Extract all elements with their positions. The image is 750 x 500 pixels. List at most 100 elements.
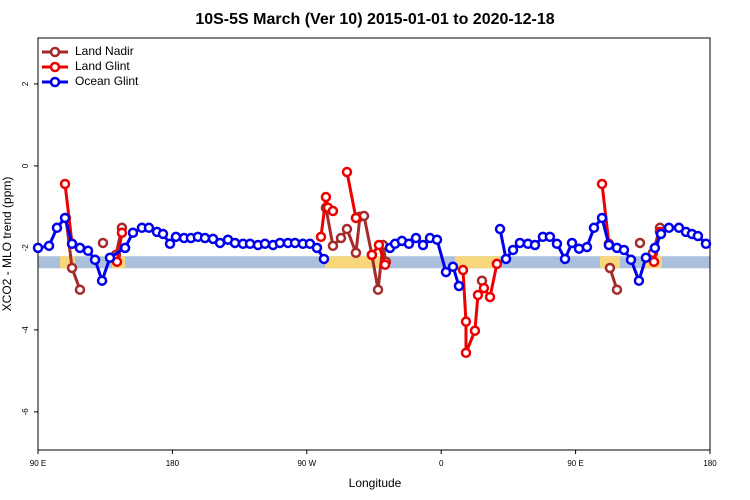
- data-point: [244, 238, 256, 250]
- data-point: [157, 228, 169, 240]
- data-point: [259, 238, 271, 250]
- data-point: [341, 166, 353, 178]
- data-point: [320, 191, 332, 203]
- legend-marker: [49, 61, 61, 73]
- x-tick-label: 90 E: [30, 459, 46, 468]
- data-point: [559, 253, 571, 265]
- data-point: [494, 223, 506, 235]
- data-point: [350, 212, 362, 224]
- data-point: [484, 291, 496, 303]
- data-point: [327, 205, 339, 217]
- x-tick-label: 180: [703, 459, 717, 468]
- data-point: [66, 262, 78, 274]
- data-point: [692, 230, 704, 242]
- data-point: [315, 231, 327, 243]
- data-point: [143, 222, 155, 234]
- data-point: [625, 254, 637, 266]
- y-tick-label: 2: [21, 81, 30, 86]
- legend-label: Ocean Glint: [75, 74, 139, 88]
- data-point: [318, 253, 330, 265]
- legend-label: Land Nadir: [75, 44, 134, 58]
- x-tick-label: 90 E: [567, 459, 583, 468]
- data-point: [500, 253, 512, 265]
- data-point: [447, 261, 459, 273]
- data-point: [327, 240, 339, 252]
- data-point: [274, 237, 286, 249]
- data-point: [379, 259, 391, 270]
- data-point: [611, 284, 623, 295]
- x-tick-label: 90 W: [297, 459, 316, 468]
- data-point: [663, 222, 675, 234]
- data-point: [311, 242, 323, 254]
- data-point: [82, 245, 94, 257]
- data-point: [514, 237, 526, 249]
- data-point: [119, 242, 131, 254]
- legend-marker: [49, 46, 61, 58]
- data-point: [469, 325, 481, 336]
- data-point: [59, 178, 71, 190]
- data-point: [640, 252, 652, 263]
- data-point: [335, 232, 347, 244]
- data-point: [66, 238, 78, 250]
- data-point: [566, 237, 578, 249]
- y-tick-label: 0: [21, 163, 30, 168]
- x-axis-label: Longitude: [349, 476, 402, 490]
- band-highlight: [454, 256, 501, 269]
- band-highlight: [599, 256, 620, 269]
- data-point: [529, 239, 541, 251]
- data-point: [341, 223, 353, 235]
- y-tick-label: -2: [21, 244, 30, 252]
- chart-title: 10S-5S March (Ver 10) 2015-01-01 to 2020…: [195, 11, 554, 28]
- data-point: [74, 242, 86, 254]
- data-point: [96, 275, 108, 286]
- data-point: [633, 275, 645, 286]
- data-point: [97, 237, 109, 249]
- data-point: [116, 227, 128, 238]
- data-point: [372, 284, 384, 295]
- data-point: [478, 282, 490, 294]
- data-point: [581, 241, 593, 253]
- data-point: [358, 210, 370, 222]
- data-point: [596, 212, 608, 224]
- data-point: [366, 249, 378, 261]
- legend-label: Land Glint: [75, 59, 130, 73]
- data-point: [603, 239, 615, 251]
- data-point: [507, 244, 519, 256]
- data-point: [350, 247, 362, 259]
- data-point: [89, 254, 101, 266]
- data-point: [127, 227, 139, 238]
- data-point: [229, 237, 241, 249]
- data-point: [596, 178, 608, 190]
- data-point: [453, 280, 465, 292]
- y-tick-label: -6: [21, 408, 30, 416]
- data-point: [551, 238, 563, 250]
- data-point: [544, 231, 556, 243]
- x-tick-label: 0: [439, 459, 444, 468]
- data-point: [634, 237, 646, 249]
- data-point: [170, 231, 182, 243]
- data-point: [588, 222, 600, 234]
- data-point: [417, 239, 429, 251]
- data-point: [74, 284, 86, 295]
- data-point: [460, 347, 472, 359]
- x-tick-label: 180: [166, 459, 180, 468]
- data-point: [457, 264, 469, 276]
- y-tick-label: -4: [21, 326, 30, 334]
- data-point: [604, 262, 616, 274]
- data-point: [51, 222, 63, 234]
- data-point: [104, 252, 116, 263]
- data-point: [491, 258, 503, 270]
- data-point: [460, 316, 472, 327]
- y-axis-label: XCO2 - MLO trend (ppm): [0, 177, 14, 312]
- data-point: [164, 238, 176, 250]
- data-point: [59, 212, 71, 224]
- data-point: [32, 242, 44, 254]
- data-point: [373, 239, 385, 251]
- data-point: [700, 238, 712, 250]
- data-point: [655, 228, 667, 240]
- data-point: [472, 289, 484, 301]
- data-point: [403, 238, 415, 250]
- legend-marker: [49, 76, 61, 88]
- data-point: [649, 242, 661, 254]
